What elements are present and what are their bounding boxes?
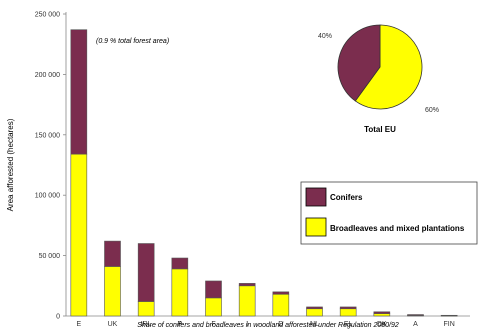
bar-conifers-irl bbox=[137, 243, 155, 302]
legend-label-conifers: Conifers bbox=[330, 193, 363, 202]
x-category-label-nl: NL bbox=[310, 321, 319, 328]
bar-broadleaves-i bbox=[238, 285, 256, 317]
bar-broadleaves-p bbox=[171, 268, 189, 317]
chart-caption: Share of conifers and broadleaves in woo… bbox=[137, 322, 399, 329]
pie-slice-conifers bbox=[337, 24, 381, 102]
y-tick-label: 100 000 bbox=[35, 193, 60, 200]
x-category-label-irl: IRL bbox=[141, 321, 152, 328]
x-category-label-dk: DK bbox=[377, 321, 387, 328]
x-category-labels: E UK IRL P F I D NL EL DK A FIN bbox=[76, 321, 454, 328]
y-tick-labels: 0 50 000 100 000 150 000 200 000 250 000 bbox=[35, 12, 66, 321]
y-tick-label: 200 000 bbox=[35, 72, 60, 79]
bar-conifers-e bbox=[70, 29, 88, 155]
x-category-label-el: EL bbox=[344, 321, 353, 328]
pie-label-conifers: 40% bbox=[318, 33, 332, 40]
stacked-bars bbox=[70, 29, 458, 317]
bar-conifers-uk bbox=[104, 240, 121, 267]
bar-broadleaves-e bbox=[70, 153, 88, 317]
legend-frame bbox=[300, 181, 478, 245]
bar-conifers-d bbox=[272, 291, 290, 295]
y-axis-title: Area afforested (hectares) bbox=[6, 118, 15, 211]
pie-slice-broadleaves bbox=[354, 24, 423, 110]
y-tick-label: 0 bbox=[56, 314, 60, 321]
bar-broadleaves-el bbox=[339, 308, 357, 317]
x-category-label-i: I bbox=[246, 321, 248, 328]
bar-broadleaves-uk bbox=[104, 266, 121, 317]
legend: Conifers Broadleaves and mixed plantatio… bbox=[300, 181, 478, 245]
y-tick-label: 250 000 bbox=[35, 12, 60, 19]
bar-conifers-i bbox=[238, 283, 256, 287]
x-category-label-a: A bbox=[413, 321, 418, 328]
y-tick-label: 150 000 bbox=[35, 132, 60, 139]
x-category-label-e: E bbox=[76, 321, 81, 328]
bar-conifers-f bbox=[205, 280, 222, 299]
x-category-label-uk: UK bbox=[108, 321, 118, 328]
bar-broadleaves-d bbox=[272, 293, 290, 317]
legend-swatch-broadleaves bbox=[305, 217, 327, 237]
pie-label-broadleaves: 60% bbox=[425, 107, 439, 114]
bar-conifers-dk bbox=[373, 311, 391, 314]
x-category-label-p: P bbox=[177, 321, 182, 328]
bar-conifers-p bbox=[171, 257, 189, 270]
bar-broadleaves-nl bbox=[306, 308, 323, 317]
bar-conifers-fin bbox=[440, 314, 458, 317]
legend-swatch-conifers bbox=[305, 187, 327, 207]
bar-broadleaves-irl bbox=[137, 301, 155, 317]
pie-title: Total EU bbox=[364, 125, 396, 134]
bar-broadleaves-f bbox=[205, 297, 222, 317]
x-category-label-d: D bbox=[278, 321, 283, 328]
bar-conifers-el bbox=[339, 306, 357, 310]
bar-conifers-nl bbox=[306, 306, 323, 310]
x-category-label-fin: FIN bbox=[444, 321, 455, 328]
x-category-label-f: F bbox=[211, 321, 215, 328]
y-tick-label: 50 000 bbox=[39, 253, 61, 260]
total-eu-pie bbox=[337, 24, 423, 110]
legend-label-broadleaves: Broadleaves and mixed plantations bbox=[330, 224, 465, 233]
forest-area-annotation: (0.9 % total forest area) bbox=[96, 38, 169, 45]
bar-broadleaves-dk bbox=[373, 313, 391, 317]
bar-conifers-a bbox=[407, 314, 424, 316]
